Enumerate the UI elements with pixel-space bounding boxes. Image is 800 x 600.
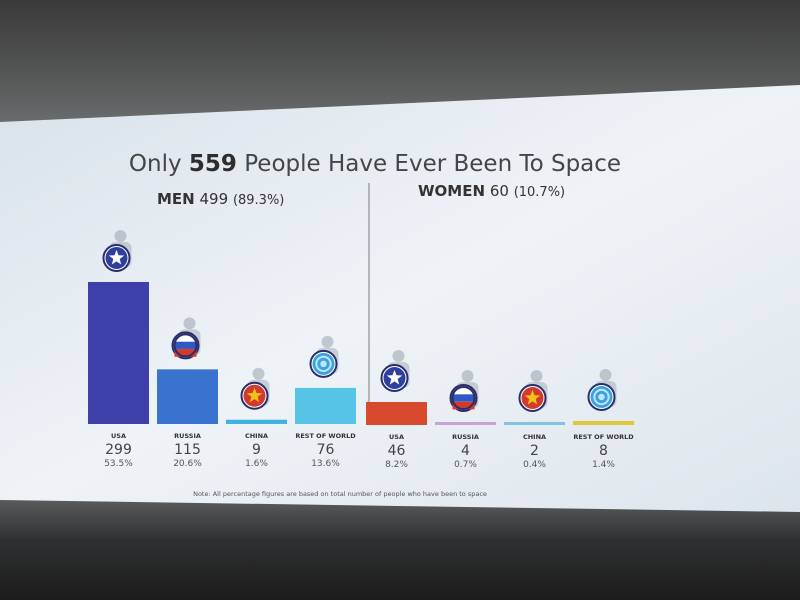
women-heading: WOMEN 60 (10.7%) [418, 182, 565, 200]
value-label: 9 [252, 442, 261, 458]
room-floor-bottom [0, 500, 800, 600]
title-suffix: People Have Ever Been To Space [244, 151, 621, 177]
china-star-shield-icon [518, 384, 547, 412]
russia-flag-shield-icon [449, 384, 478, 412]
percent-label: 0.7% [454, 460, 477, 470]
women-bar-chart: USA 468.2% RUSSIA 40.7% CHINA 20.4% REST OF WO… [366, 350, 634, 470]
russia-flag-shield-icon [171, 331, 200, 360]
bar-china [504, 422, 565, 425]
usa-star-shield-icon [102, 243, 131, 272]
bar-usa [366, 402, 427, 425]
value-label: 2 [530, 443, 539, 459]
category-label: USA [389, 433, 404, 441]
percent-label: 53.5% [104, 459, 133, 469]
bar-usa [88, 281, 149, 424]
china-star-shield-icon [240, 381, 269, 410]
value-label: 115 [174, 442, 201, 458]
percent-label: 20.6% [173, 459, 202, 469]
category-label: REST OF WORLD [295, 432, 356, 440]
bar-russia [435, 422, 496, 425]
percent-label: 8.2% [385, 460, 408, 470]
value-label: 46 [388, 443, 406, 459]
world-shield-icon [309, 349, 338, 378]
percent-label: 1.6% [245, 459, 268, 469]
world-shield-icon [587, 383, 616, 411]
value-label: 4 [461, 443, 470, 459]
value-label: 299 [105, 442, 132, 458]
category-label: REST OF WORLD [573, 433, 634, 441]
title-number: 559 [189, 151, 237, 177]
category-label: RUSSIA [452, 433, 479, 441]
percent-label: 13.6% [311, 459, 340, 469]
category-label: USA [111, 432, 126, 440]
value-label: 8 [599, 443, 608, 459]
percent-label: 0.4% [523, 460, 546, 470]
value-label: 76 [317, 442, 335, 458]
bar-russia [157, 369, 218, 424]
category-label: CHINA [523, 433, 546, 441]
usa-star-shield-icon [380, 364, 409, 392]
slide-title: Only 559 People Have Ever Been To Space [129, 151, 621, 177]
bar-china [226, 419, 287, 424]
percent-label: 1.4% [592, 460, 615, 470]
footnote: Note: All percentage figures are based o… [193, 490, 487, 498]
bar-rest-of-world [295, 387, 356, 424]
title-prefix: Only [129, 151, 182, 177]
bar-rest-of-world [573, 421, 634, 425]
category-label: CHINA [245, 432, 268, 440]
men-heading: MEN 499 (89.3%) [157, 190, 284, 208]
category-label: RUSSIA [174, 432, 201, 440]
